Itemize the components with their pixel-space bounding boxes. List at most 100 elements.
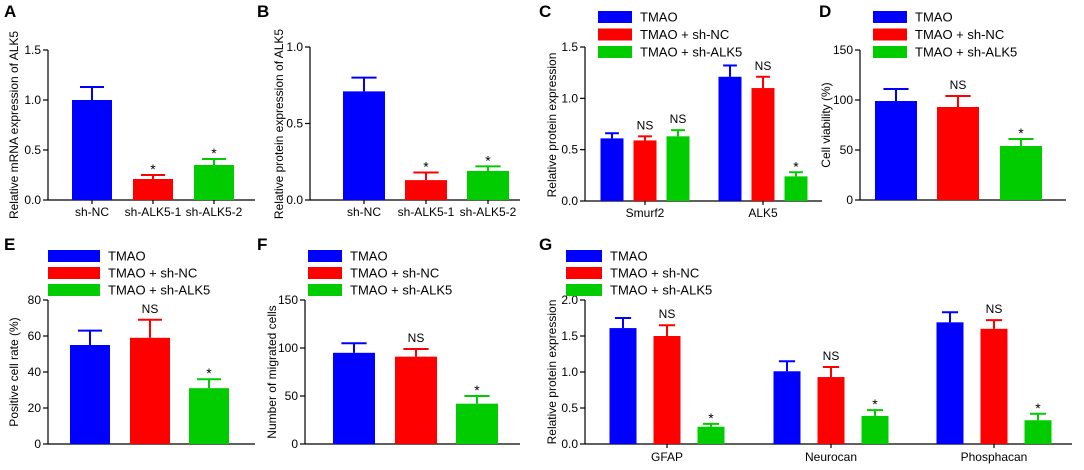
legend-label: TMAO + sh-NC bbox=[915, 27, 1004, 42]
legend-swatch bbox=[873, 28, 907, 41]
x-tick-label: sh-ALK5-2 bbox=[460, 205, 517, 219]
x-tick-label: sh-NC bbox=[75, 205, 109, 219]
bar-tmao bbox=[333, 352, 375, 444]
panel-label: B bbox=[257, 2, 269, 21]
y-tick-label: 40 bbox=[28, 365, 42, 379]
x-tick-label: sh-ALK5-1 bbox=[398, 205, 455, 219]
bar-tmao bbox=[70, 345, 110, 444]
legend-label: TMAO + sh-ALK5 bbox=[108, 283, 210, 298]
legend-swatch bbox=[48, 284, 100, 296]
legend-swatch bbox=[48, 267, 100, 279]
legend-label: TMAO + sh-ALK5 bbox=[350, 283, 452, 298]
legend-swatch bbox=[873, 11, 907, 23]
y-tick-label: 80 bbox=[28, 293, 42, 307]
bar-sh-alk5-1 bbox=[405, 180, 447, 200]
bar-tmao-alk5 bbox=[718, 76, 742, 201]
significance-asterisk: * bbox=[872, 396, 878, 412]
y-tick-label: 100 bbox=[833, 93, 853, 107]
significance-ns: NS bbox=[755, 59, 772, 73]
panel-d: D Cell viability (%) 0 50 100 150 NS * TMAO TMAO … bbox=[819, 2, 1066, 207]
panel-label: A bbox=[4, 2, 16, 21]
bar-tmao-sh-alk5 bbox=[189, 388, 229, 444]
y-tick-label: 50 bbox=[840, 143, 854, 157]
significance-asterisk: * bbox=[150, 161, 156, 177]
significance-asterisk: * bbox=[793, 158, 799, 174]
y-tick-label: 1.0 bbox=[561, 365, 578, 379]
y-tick-label: 20 bbox=[28, 401, 42, 415]
legend-label: TMAO + sh-ALK5 bbox=[915, 45, 1017, 60]
bar-tmao-sh-alk5-alk5 bbox=[784, 176, 808, 201]
bar-sh-alk5-2 bbox=[467, 170, 509, 200]
y-tick-label: 0 bbox=[291, 437, 298, 451]
panel-f: F Number of migrated cells 0 50 100 150 NS * TMA… bbox=[257, 235, 520, 451]
legend-swatch bbox=[566, 284, 602, 296]
y-tick-label: 1.5 bbox=[561, 329, 578, 343]
significance-ns: NS bbox=[408, 331, 425, 345]
y-axis-title: Cell viability (%) bbox=[819, 82, 833, 167]
legend-swatch bbox=[566, 250, 602, 262]
legend-swatch bbox=[308, 267, 342, 279]
significance-ns: NS bbox=[142, 302, 159, 316]
legend-swatch bbox=[598, 46, 632, 58]
panel-label: C bbox=[539, 2, 551, 21]
significance-asterisk: * bbox=[485, 152, 491, 168]
y-tick-label: 2.0 bbox=[561, 293, 578, 307]
legend-label: TMAO bbox=[350, 249, 388, 264]
y-tick-label: 1.5 bbox=[561, 40, 578, 54]
y-tick-label: 50 bbox=[285, 389, 299, 403]
y-axis-title: Relative protein expression of ALK5 bbox=[272, 29, 286, 219]
bar-tmao-sh-alk5-smurf2 bbox=[666, 136, 690, 201]
y-tick-label: 60 bbox=[28, 329, 42, 343]
y-tick-label: 0.0 bbox=[24, 193, 41, 207]
bar-tmao-phosphacan bbox=[936, 322, 964, 444]
legend-swatch bbox=[598, 28, 632, 41]
bar-tmao-sh-nc-neurocan bbox=[817, 377, 845, 444]
significance-asterisk: * bbox=[211, 145, 217, 161]
y-axis-title: Relative protein expression bbox=[545, 300, 559, 445]
legend-label: TMAO bbox=[640, 10, 678, 25]
legend-label: TMAO bbox=[915, 10, 953, 25]
bar-tmao-sh-nc bbox=[395, 356, 437, 444]
significance-ns: NS bbox=[823, 349, 840, 363]
x-tick-label: sh-ALK5-2 bbox=[186, 205, 243, 219]
y-tick-label: 0.0 bbox=[286, 193, 303, 207]
bar-sh-nc bbox=[343, 91, 385, 200]
y-tick-label: 150 bbox=[278, 293, 298, 307]
legend-label: TMAO bbox=[610, 249, 648, 264]
y-tick-label: 100 bbox=[278, 341, 298, 355]
legend-swatch bbox=[48, 250, 100, 262]
bar-tmao-neurocan bbox=[773, 371, 801, 444]
y-tick-label: 0 bbox=[34, 437, 41, 451]
legend-label: TMAO + sh-ALK5 bbox=[610, 283, 712, 298]
y-tick-label: 0 bbox=[846, 193, 853, 207]
x-tick-label: ALK5 bbox=[748, 206, 778, 220]
bar-tmao-sh-alk5 bbox=[456, 403, 498, 444]
bar-tmao-smurf2 bbox=[600, 138, 624, 201]
bar-tmao-sh-alk5-phosphacan bbox=[1024, 420, 1052, 444]
legend-label: TMAO + sh-NC bbox=[108, 266, 197, 281]
bar-tmao-sh-alk5 bbox=[1000, 146, 1042, 200]
x-tick-label: Phosphacan bbox=[961, 450, 1028, 464]
panel-g: G Relative protein expression 0.0 0.5 1.0 1.5… bbox=[539, 235, 1072, 464]
bar-tmao-sh-nc bbox=[130, 337, 170, 444]
significance-ns: NS bbox=[986, 302, 1003, 316]
legend-swatch bbox=[566, 267, 602, 279]
significance-asterisk: * bbox=[1018, 125, 1024, 141]
y-tick-label: 0.0 bbox=[561, 437, 578, 451]
bar-sh-alk5-2 bbox=[194, 165, 234, 200]
legend-swatch bbox=[308, 284, 342, 296]
bar-tmao-sh-alk5-neurocan bbox=[861, 415, 889, 444]
y-axis-title: Positive cell rate (%) bbox=[7, 317, 21, 426]
bar-tmao-sh-alk5-gfap bbox=[697, 426, 725, 444]
bar-tmao-gfap bbox=[609, 328, 637, 444]
legend-label: TMAO + sh-NC bbox=[610, 266, 699, 281]
bar-tmao-sh-nc-alk5 bbox=[751, 88, 775, 201]
significance-ns: NS bbox=[950, 78, 967, 92]
y-tick-label: 0.5 bbox=[286, 117, 303, 131]
significance-ns: NS bbox=[670, 112, 687, 126]
significance-asterisk: * bbox=[206, 365, 212, 381]
y-tick-label: 1.0 bbox=[286, 40, 303, 54]
